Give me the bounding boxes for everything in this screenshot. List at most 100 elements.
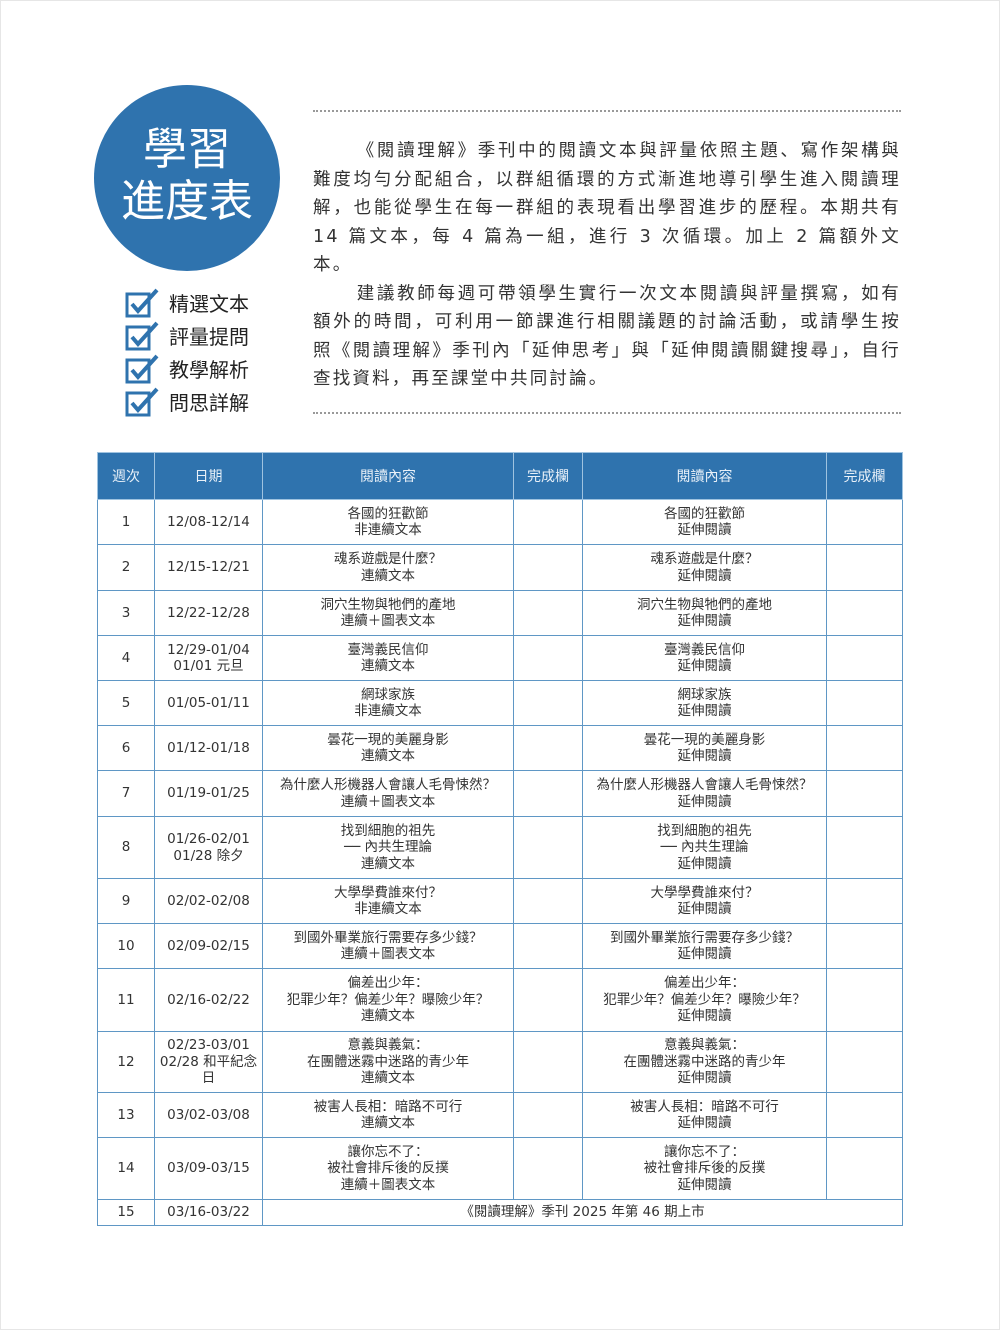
extended-reading-cell: 到國外畢業旅行需要存多少錢？ 延伸閱讀 [582,923,827,969]
completion-checkbox-cell[interactable] [513,680,583,726]
week-cell: 13 [97,1092,155,1138]
extended-reading-cell: 曇花一現的美麗身影 延伸閱讀 [582,725,827,771]
table-row: 1 12/08-12/14 各國的狂歡節 非連續文本 各國的狂歡節 延伸閱讀 [97,499,903,545]
completion-checkbox-cell[interactable] [513,923,583,969]
cell-line: 連續文本 [361,855,415,872]
completion-checkbox-cell[interactable] [826,816,903,879]
cell-line: ── 內共生理論 [343,839,433,856]
cell-line: 偏差出少年： [664,975,745,992]
cell-line: 連續文本 [361,658,415,674]
cell-line: 洞穴生物與牠們的產地 [320,596,456,613]
checklist-label: 精選文本 [169,292,249,316]
cell-line: 讓你忘不了： [347,1143,429,1160]
extended-reading-cell: 偏差出少年： 犯罪少年？偏差少年？曝險少年？ 延伸閱讀 [582,968,827,1032]
table-row: 8 01/26-02/01 01/28 除夕 找到細胞的祖先 ── 內共生理論 連續文本找… [97,816,903,879]
completion-checkbox-cell[interactable] [513,1137,583,1200]
completion-checkbox-cell[interactable] [513,725,583,771]
completion-checkbox-cell[interactable] [826,499,903,545]
completion-checkbox-cell[interactable] [513,816,583,879]
cell-line: 01/19-01/25 [167,785,250,802]
release-note-cell: 《閱讀理解》季刊 2025 年第 46 期上市 [262,1199,903,1226]
completion-checkbox-cell[interactable] [513,635,583,681]
feature-checklist: 精選文本 評量提問 教學解析 問思詳解 [125,286,249,418]
completion-checkbox-cell[interactable] [513,968,583,1032]
extended-reading-cell: 大學學費誰來付？ 延伸閱讀 [582,878,827,924]
cell-line: 魂系遊戲是什麼？ [334,551,442,567]
table-row: 11 02/16-02/22 偏差出少年： 犯罪少年？偏差少年？曝險少年？ 連續文本 偏差… [97,968,903,1032]
date-cell: 12/22-12/28 [154,590,263,636]
week-cell: 15 [97,1199,155,1226]
completion-checkbox-cell[interactable] [826,590,903,636]
completion-checkbox-cell[interactable] [513,878,583,924]
completion-checkbox-cell[interactable] [513,544,583,591]
cell-line: 連續＋圖表文本 [340,946,436,962]
completion-checkbox-cell[interactable] [826,968,903,1032]
extended-reading-cell: 為什麼人形機器人會讓人毛骨悚然？ 延伸閱讀 [582,770,827,817]
week-cell: 3 [97,590,155,636]
table-row-final: 15 03/16-03/22 《閱讀理解》季刊 2025 年第 46 期上市 [97,1199,903,1226]
completion-checkbox-cell[interactable] [826,878,903,924]
completion-checkbox-cell[interactable] [826,1031,903,1093]
reading-content-cell: 偏差出少年： 犯罪少年？偏差少年？曝險少年？ 連續文本 [262,968,514,1032]
completion-checkbox-cell[interactable] [826,680,903,726]
cell-line: 在團體迷霧中迷路的青少年 [623,1053,786,1070]
cell-line: 延伸閱讀 [677,901,732,917]
cell-line: 被社會排斥後的反撲 [643,1160,766,1177]
cell-line: 12/15-12/21 [167,559,250,576]
column-header: 完成欄 [513,452,583,500]
table-row: 12 02/23-03/01 02/28 和平紀念日意義與義氣： 在團體迷霧中迷路的青… [97,1031,903,1093]
completion-checkbox-cell[interactable] [826,923,903,969]
completion-checkbox-cell[interactable] [513,499,583,545]
date-cell: 03/09-03/15 [154,1137,263,1200]
extended-reading-cell: 各國的狂歡節 延伸閱讀 [582,499,827,545]
week-cell: 10 [97,923,155,969]
cell-line: 02/28 和平紀念 [159,1053,258,1070]
checklist-item: 評量提問 [125,319,249,352]
completion-checkbox-cell[interactable] [826,770,903,817]
date-cell: 12/08-12/14 [154,499,263,545]
cell-line: 延伸閱讀 [677,1070,732,1087]
cell-line: 網球家族 [677,686,732,703]
date-cell: 12/29-01/04 01/01 元旦 [154,635,263,681]
cell-line: 02/02-02/08 [167,892,250,909]
table-header: 週次 日期 閱讀內容 完成欄 閱讀內容 完成欄 [97,452,903,500]
completion-checkbox-cell[interactable] [513,1092,583,1138]
week-cell: 6 [97,725,155,771]
completion-checkbox-cell[interactable] [513,1031,583,1093]
completion-checkbox-cell[interactable] [513,590,583,636]
week-cell: 5 [97,680,155,726]
date-cell: 01/19-01/25 [154,770,263,817]
cell-line: 延伸閱讀 [677,1115,732,1131]
date-cell: 01/12-01/18 [154,725,263,771]
date-cell: 12/15-12/21 [154,544,263,591]
completion-checkbox-cell[interactable] [513,770,583,817]
week-cell: 9 [97,878,155,924]
date-cell: 01/05-01/11 [154,680,263,726]
cell-line: 犯罪少年？偏差少年？曝險少年？ [603,991,806,1008]
checklist-item: 教學解析 [125,352,249,385]
extended-reading-cell: 找到細胞的祖先 ── 內共生理論 延伸閱讀 [582,816,827,879]
cell-line: 連續文本 [361,1115,415,1131]
table-row: 3 12/22-12/28 洞穴生物與牠們的產地 連續＋圖表文本 洞穴生物與牠們的產地延… [97,590,903,636]
week-cell: 8 [97,816,155,879]
date-cell: 02/09-02/15 [154,923,263,969]
extended-reading-cell: 臺灣義民信仰 延伸閱讀 [582,635,827,681]
title-line-1: 學習 [143,124,231,175]
cell-line: 連續＋圖表文本 [340,793,436,810]
cell-line: ── 內共生理論 [660,839,749,856]
completion-checkbox-cell[interactable] [826,635,903,681]
completion-checkbox-cell[interactable] [826,1092,903,1138]
completion-checkbox-cell[interactable] [826,544,903,591]
reading-content-cell: 各國的狂歡節 非連續文本 [262,499,514,545]
cell-line: 意義與義氣： [664,1037,745,1054]
cell-line: 連續文本 [361,748,415,764]
completion-checkbox-cell[interactable] [826,725,903,771]
cell-line: 01/26-02/01 [167,831,250,847]
completion-checkbox-cell[interactable] [826,1137,903,1200]
cell-line: 延伸閱讀 [677,1008,732,1025]
reading-content-cell: 為什麼人形機器人會讓人毛骨悚然？ 連續＋圖表文本 [262,770,514,817]
week-cell: 11 [97,968,155,1032]
table-row: 2 12/15-12/21 魂系遊戲是什麼？ 連續文本 魂系遊戲是什麼？ 延伸閱讀 [97,544,903,591]
cell-line: 大學學費誰來付？ [650,884,759,901]
